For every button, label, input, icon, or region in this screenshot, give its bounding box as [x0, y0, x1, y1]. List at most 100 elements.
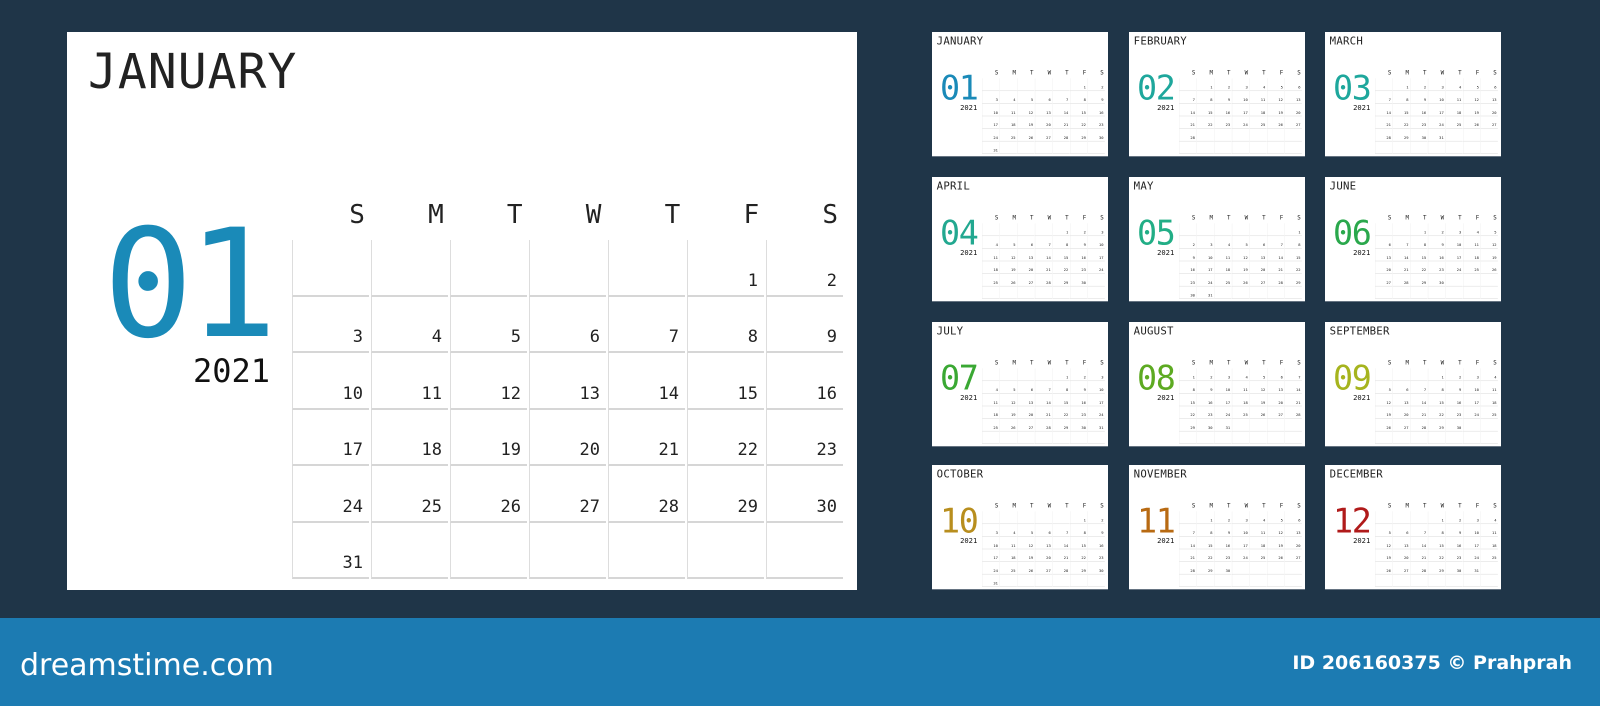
day-number: 13: [1295, 530, 1301, 536]
weekday-label: S: [1191, 359, 1196, 367]
day-cell: 28: [1052, 128, 1070, 142]
day-cell: [1179, 141, 1197, 154]
day-cells: 1 2 3 4 5 6 7 8 9 10 11 12 13 14 15 16 17 18 19 20 21 22 23 24 2…: [982, 511, 1105, 587]
day-cell: 2: [1196, 368, 1214, 381]
day-number: 6: [1494, 85, 1497, 90]
day-cell: [1480, 418, 1498, 432]
day-cell: 23: [1445, 549, 1463, 562]
day-cell: [1249, 561, 1267, 575]
day-number: 30: [1421, 135, 1427, 140]
day-cell: 30: [1445, 418, 1463, 432]
day-cell: [1179, 574, 1197, 587]
day-number: 2: [1459, 375, 1462, 380]
day-number: 28: [1046, 425, 1051, 430]
day-cells: 1 2 3 4 5 6 7 8 9 10 11 12 13 14 15 16 17 18 19 20 21 22 23 24 2…: [1375, 223, 1498, 299]
day-cell: [1392, 368, 1410, 381]
day-number: 28: [1295, 412, 1301, 418]
day-cell: 19: [1463, 103, 1481, 117]
day-number: 21: [1421, 555, 1427, 561]
day-cell: [1034, 368, 1053, 381]
day-cell: 31: [1196, 286, 1214, 299]
day-cell: 11: [371, 353, 448, 410]
day-number: 11: [1225, 255, 1231, 260]
day-cell: 4: [1480, 368, 1498, 381]
day-number: 30: [1225, 568, 1231, 573]
day-number: 3: [995, 530, 998, 536]
day-cell: 19: [1480, 248, 1498, 262]
weekday-label: F: [1475, 359, 1480, 367]
day-number: 18: [1225, 267, 1231, 273]
day-cell: 2: [1214, 78, 1232, 91]
day-cell: 29: [1410, 273, 1428, 287]
day-number: 21: [1295, 400, 1301, 405]
day-number: 25: [1243, 412, 1248, 418]
day-cell: 4: [371, 296, 448, 353]
day-number: 12: [1028, 110, 1034, 115]
day-cell: 5: [999, 380, 1017, 394]
day-cell: 9: [1179, 248, 1197, 262]
day-cell: 1: [1392, 78, 1410, 91]
day-cell: [1231, 141, 1250, 154]
day-number: 25: [1491, 555, 1497, 561]
day-cell: 25: [982, 273, 1000, 287]
day-number: 3: [1101, 375, 1104, 380]
day-number: 27: [1295, 122, 1301, 128]
day-number: 29: [1081, 135, 1086, 140]
day-number: 22: [1207, 555, 1213, 561]
day-number: 23: [1190, 280, 1195, 285]
day-number: 19: [1278, 110, 1283, 115]
day-number: 29: [1063, 280, 1069, 285]
day-cell: 29: [1392, 128, 1410, 142]
day-number: 28: [1278, 280, 1283, 285]
day-cell: [1410, 511, 1428, 524]
day-cell: 6: [1392, 380, 1410, 394]
day-cell: 1: [1410, 223, 1428, 236]
day-cell: 27: [529, 466, 606, 523]
day-cell: 1: [1179, 368, 1197, 381]
day-cell: 22: [1427, 406, 1446, 419]
day-cell: 1: [1196, 78, 1214, 91]
brand-logo[interactable]: dreamstime.com: [20, 648, 274, 683]
weekday-label: F: [743, 200, 760, 230]
day-cell: [1196, 128, 1214, 142]
day-number: 16: [1190, 267, 1195, 273]
day-cell: 9: [1214, 523, 1232, 537]
day-number: 12: [500, 383, 521, 404]
day-cell: 15: [687, 353, 764, 410]
weekday-label: T: [1423, 214, 1427, 222]
weekday-label: T: [1030, 359, 1034, 367]
day-cell: 28: [1392, 273, 1410, 287]
day-number: 19: [1243, 267, 1248, 273]
day-cell: [1284, 128, 1302, 142]
day-cell: 24: [982, 128, 1000, 142]
day-cell: 21: [1410, 549, 1428, 562]
day-cell: 15: [1410, 248, 1428, 262]
day-cell: 26: [1017, 128, 1035, 142]
day-cell: 24: [1231, 549, 1250, 562]
weekday-label: S: [1493, 214, 1497, 222]
day-cell: [1445, 128, 1463, 142]
day-number: 13: [1403, 400, 1409, 405]
day-number: 5: [1280, 518, 1283, 523]
day-cell: 19: [1231, 261, 1250, 274]
day-cell: [1052, 141, 1070, 154]
day-cell: 24: [1087, 406, 1105, 419]
month-title: MAY: [1133, 179, 1154, 193]
day-number: 13: [1403, 543, 1409, 548]
day-cell: 30: [1427, 273, 1446, 287]
day-number: 8: [1083, 530, 1086, 536]
weekday-label: T: [1030, 502, 1034, 510]
day-cell: 9: [1427, 235, 1446, 249]
weekday-label: T: [1262, 69, 1266, 77]
day-number: 5: [1013, 387, 1016, 393]
day-cells: 1 2 3 4 5 6 7 8 9 10 11 12 13 14 15 16 17 18 19 20 21 22 23 24 2…: [1179, 223, 1302, 299]
day-cell: 6: [1392, 523, 1410, 537]
day-cell: 12: [1267, 90, 1285, 104]
day-cell: 1: [1427, 368, 1446, 381]
day-number: 11: [1491, 530, 1497, 536]
day-number: 9: [1210, 387, 1213, 393]
day-cell: 18: [982, 406, 1000, 419]
weekday-label: S: [1387, 502, 1392, 510]
day-cell: 11: [1480, 380, 1498, 394]
day-cell: 28: [1034, 418, 1053, 432]
